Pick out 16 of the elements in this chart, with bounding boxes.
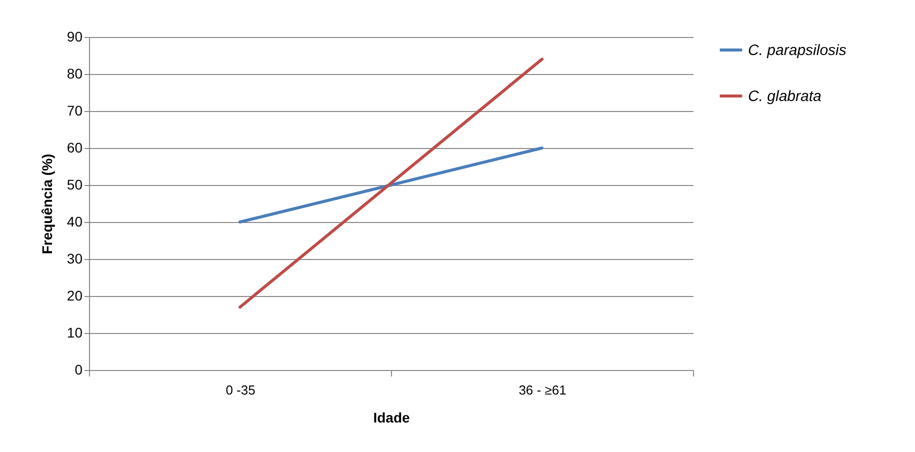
y-tick-label: 0: [74, 362, 83, 378]
legend-label: C. glabrata: [748, 88, 822, 105]
y-tick-label: 30: [66, 250, 83, 266]
y-tick-label: 20: [66, 288, 83, 304]
y-tick-label: 60: [66, 140, 83, 156]
x-tick-label: 36 - ≥61: [518, 382, 566, 398]
y-tick-label: 50: [66, 176, 83, 192]
y-axis-title: Frequência (%): [38, 154, 55, 254]
y-tick-label: 80: [66, 66, 83, 82]
legend-label: C. parapsilosis: [748, 42, 847, 59]
y-tick-label: 10: [66, 324, 83, 340]
y-tick-label: 90: [66, 28, 83, 44]
x-axis-title: Idade: [373, 410, 410, 426]
x-tick-label: 0 -35: [226, 382, 256, 398]
y-tick-label: 70: [66, 102, 83, 118]
y-tick-label: 40: [66, 214, 83, 230]
